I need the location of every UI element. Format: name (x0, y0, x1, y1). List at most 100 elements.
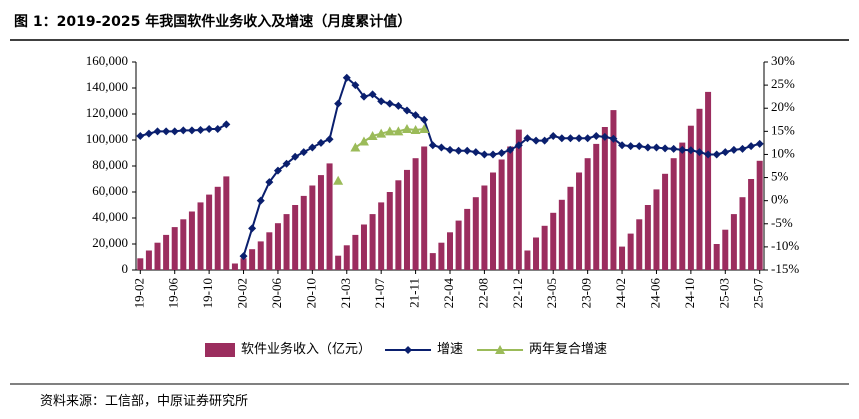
line-marker (179, 126, 188, 135)
line-marker (153, 127, 162, 136)
line-marker (454, 146, 463, 155)
bar (722, 229, 729, 270)
line-marker (428, 141, 437, 150)
line-marker (410, 124, 421, 134)
bar (343, 245, 350, 270)
x-tick-label: 19-10 (200, 278, 215, 308)
bar (163, 234, 170, 270)
y-tick-label: 40,000 (92, 209, 128, 224)
bar (713, 244, 720, 270)
line-marker (712, 150, 721, 159)
legend-label: 软件业务收入（亿元） (241, 341, 371, 356)
bar (257, 241, 264, 270)
line-marker (583, 134, 592, 143)
y2-tick-label: 25% (771, 76, 795, 91)
bar (610, 110, 617, 270)
line-marker (342, 73, 351, 82)
line-marker (239, 252, 248, 261)
bar (567, 186, 574, 270)
bar (438, 242, 445, 270)
line-marker (523, 134, 532, 143)
bar (507, 146, 514, 270)
line-marker (187, 126, 196, 135)
bar (145, 250, 152, 270)
bar (696, 108, 703, 270)
bar (481, 185, 488, 270)
x-tick-label: 21-03 (338, 278, 353, 308)
line-marker (686, 146, 695, 155)
y2-tick-label: -15% (771, 261, 799, 276)
line-marker (291, 152, 300, 161)
line-marker (384, 126, 395, 136)
x-tick-label: 24-02 (613, 278, 628, 308)
line-marker (144, 129, 153, 138)
line-marker (358, 136, 369, 146)
y2-tick-label: 30% (771, 53, 795, 68)
line-marker (540, 136, 549, 145)
line-marker (506, 145, 515, 154)
line-marker (411, 111, 420, 120)
x-tick-label: 20-06 (269, 278, 284, 309)
legend-label: 增速 (437, 341, 463, 356)
bar (360, 224, 367, 270)
y-tick-label: 0 (122, 261, 129, 276)
line-marker (404, 346, 413, 354)
line-marker (393, 126, 404, 136)
bar (644, 205, 651, 270)
line-marker (446, 145, 454, 154)
line-marker (350, 142, 361, 152)
x-tick-label: 22-12 (510, 278, 525, 308)
bar (705, 91, 712, 271)
line-marker (256, 196, 265, 205)
bar (533, 237, 540, 270)
bar (352, 234, 359, 270)
line-marker (385, 99, 394, 108)
bar (447, 232, 453, 270)
bar (472, 197, 479, 270)
bar (636, 219, 643, 270)
bar (524, 250, 531, 270)
x-tick-label: 19-06 (166, 278, 181, 309)
line-marker (695, 148, 704, 157)
line-marker (196, 125, 205, 134)
legend-swatch (205, 343, 235, 357)
bar (576, 172, 583, 270)
bar (421, 146, 428, 270)
line-marker (308, 143, 317, 152)
line-marker (419, 124, 430, 134)
bar (369, 214, 376, 270)
line-marker (643, 143, 652, 152)
x-tick-label: 20-02 (235, 278, 250, 308)
x-tick-label: 25-03 (716, 278, 731, 308)
bar (739, 197, 746, 270)
line-marker (678, 145, 687, 154)
line-marker (376, 128, 387, 138)
bar (601, 127, 608, 270)
bar (550, 212, 557, 270)
bar (283, 214, 290, 270)
line-marker (532, 136, 541, 145)
line-marker (368, 90, 377, 99)
line-marker (367, 130, 378, 140)
bar (378, 202, 385, 270)
line-marker (273, 166, 282, 175)
bar (137, 258, 144, 270)
line-marker (618, 141, 627, 150)
bar (206, 194, 213, 270)
line-marker (334, 99, 343, 108)
line-marker (575, 134, 584, 143)
y2-tick-label: -5% (771, 215, 793, 230)
bar (214, 186, 221, 270)
line-marker (652, 143, 661, 152)
line-marker (626, 142, 635, 151)
line-marker (471, 148, 480, 157)
line-marker (489, 150, 498, 159)
line-marker (325, 135, 334, 144)
bar (412, 158, 419, 270)
y-tick-label: 140,000 (86, 79, 128, 94)
bar (309, 185, 316, 270)
bar (498, 159, 505, 270)
chart-title: 图 1：2019-2025 年我国软件业务收入及增速（月度累计值） (14, 13, 411, 30)
bar (730, 214, 737, 270)
